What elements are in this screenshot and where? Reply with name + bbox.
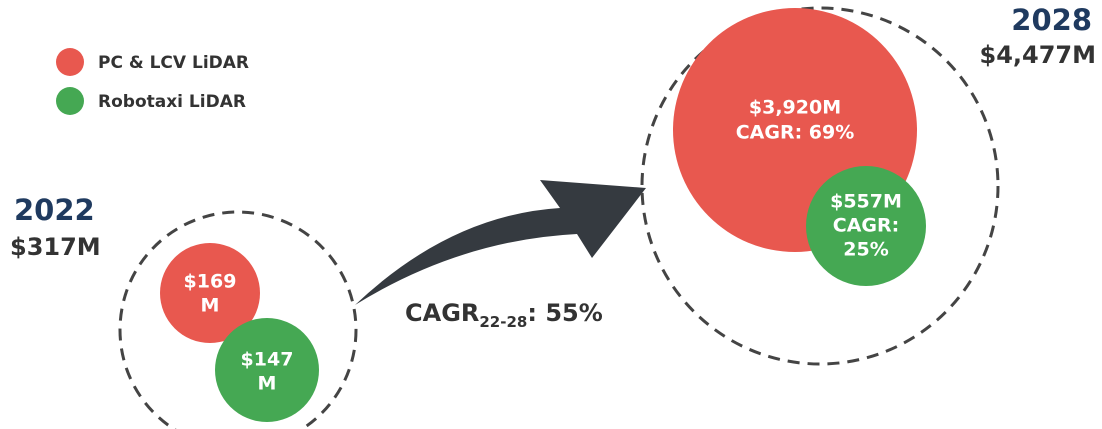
bubble-label: $557M [830,191,902,213]
pc-bubble [160,243,260,343]
end-total: $4,477M [980,41,1097,69]
bubble-label: CAGR: [833,215,899,237]
start-total: $317M [10,233,101,261]
robotaxi-bubble [215,318,319,422]
cagr-value: : 55% [527,299,602,327]
cagr-text: CAGR [405,299,479,327]
bubble-label: CAGR: 69% [736,122,855,144]
legend-swatch [56,48,84,76]
growth-label: CAGR22-28: 55% [405,299,603,331]
legend-label: PC & LCV LiDAR [98,53,249,73]
legend-swatch [56,87,84,115]
start-year: 2022 [14,193,95,227]
cagr-subscript: 22-28 [479,313,527,331]
bubble-label: $169 [184,271,237,293]
robotaxi-bubble [806,166,926,286]
growth-arrow [355,180,646,305]
end-year: 2028 [1011,3,1092,37]
bubble-label: 25% [843,239,888,261]
bubble-label: $3,920M [749,97,841,119]
start-ring [118,210,358,429]
end-ring [640,6,1000,366]
bubble-label: M [258,373,277,395]
legend-label: Robotaxi LiDAR [98,92,246,112]
bubble-label: M [201,295,220,317]
bubble-label: $147 [241,349,294,371]
